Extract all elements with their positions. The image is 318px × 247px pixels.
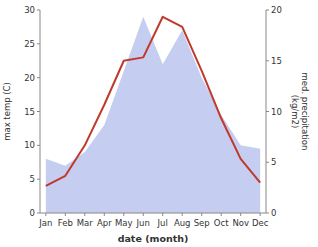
- y-tick: [37, 213, 40, 214]
- x-tick-label: Mar: [77, 218, 94, 228]
- y-tick-label: 25: [24, 39, 35, 49]
- x-tick: [104, 213, 105, 216]
- y2-tick: [266, 60, 269, 61]
- x-tick: [162, 213, 163, 216]
- plot-area: [46, 17, 260, 213]
- y2-tick: [266, 10, 269, 11]
- y-tick-label: 10: [24, 140, 35, 150]
- y2-tick: [266, 162, 269, 163]
- y-tick-label: 15: [24, 107, 35, 117]
- x-tick: [240, 213, 241, 216]
- y2-tick-label: 0: [271, 208, 276, 218]
- y2-tick-label: 15: [271, 56, 282, 66]
- x-tick-label: Dec: [252, 218, 269, 228]
- x-tick: [143, 213, 144, 216]
- y-tick-label: 0: [30, 208, 35, 218]
- x-tick: [45, 213, 46, 216]
- x-tick-label: Jan: [38, 218, 52, 228]
- line: [46, 17, 260, 186]
- y-tick: [37, 111, 40, 112]
- area: [46, 17, 260, 213]
- y-tick: [37, 43, 40, 44]
- y-tick: [37, 10, 40, 11]
- y2-tick: [266, 111, 269, 112]
- y2-tick-label: 10: [271, 107, 282, 117]
- y-tick-label: 30: [24, 5, 35, 15]
- y2-tick-label: 20: [271, 5, 282, 15]
- y2-tick: [266, 213, 269, 214]
- x-tick-label: Aug: [174, 218, 191, 228]
- y-tick-label: 20: [24, 73, 35, 83]
- x-tick: [65, 213, 66, 216]
- x-tick-label: May: [115, 218, 133, 228]
- chart: JanFebMarAprMayJunJulAugSepOctNovDec0510…: [0, 0, 318, 247]
- y2-axis-label: med. precipitation(kg/m2): [290, 73, 310, 151]
- x-axis-label: date (month): [118, 233, 189, 244]
- x-tick-label: Jun: [136, 218, 150, 228]
- y-axis-label: max temp (C): [2, 82, 12, 141]
- y-tick: [37, 77, 40, 78]
- x-tick-label: Nov: [232, 218, 249, 228]
- x-tick: [84, 213, 85, 216]
- x-tick-label: Oct: [214, 218, 229, 228]
- y-tick-label: 5: [30, 174, 35, 184]
- x-tick-label: Feb: [58, 218, 73, 228]
- x-tick: [201, 213, 202, 216]
- x-tick-label: Jul: [157, 218, 168, 228]
- x-tick-label: Sep: [194, 218, 210, 228]
- y-tick: [37, 145, 40, 146]
- x-axis-line: [40, 213, 266, 214]
- y2-axis-label-line: med. precipitation: [300, 73, 310, 151]
- x-tick: [221, 213, 222, 216]
- x-tick-label: Apr: [97, 218, 112, 228]
- y2-tick-label: 5: [271, 157, 276, 167]
- x-tick: [182, 213, 183, 216]
- x-tick: [123, 213, 124, 216]
- y-tick: [37, 179, 40, 180]
- x-tick: [260, 213, 261, 216]
- y2-axis-label-line: (kg/m2): [290, 95, 300, 129]
